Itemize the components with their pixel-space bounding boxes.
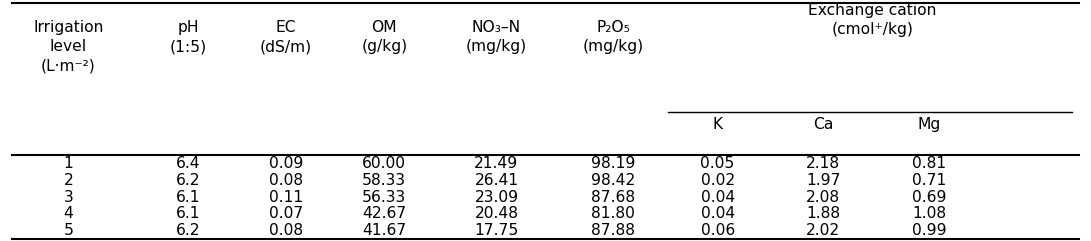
Text: 81.80: 81.80 <box>591 206 635 221</box>
Text: 87.88: 87.88 <box>591 223 635 238</box>
Text: 6.2: 6.2 <box>176 173 201 188</box>
Text: 0.08: 0.08 <box>269 223 303 238</box>
Text: 6.4: 6.4 <box>176 156 201 171</box>
Text: 2.08: 2.08 <box>806 190 840 205</box>
Text: 0.71: 0.71 <box>912 173 946 188</box>
Text: 5: 5 <box>63 223 73 238</box>
Text: Irrigation
level
(L·m⁻²): Irrigation level (L·m⁻²) <box>33 20 104 73</box>
Text: 0.04: 0.04 <box>700 190 734 205</box>
Text: 0.07: 0.07 <box>269 206 303 221</box>
Text: OM
(g/kg): OM (g/kg) <box>361 20 407 54</box>
Text: 0.04: 0.04 <box>700 206 734 221</box>
Text: 56.33: 56.33 <box>362 190 406 205</box>
Text: 6.1: 6.1 <box>176 190 201 205</box>
Text: 23.09: 23.09 <box>475 190 518 205</box>
Text: 0.69: 0.69 <box>912 190 946 205</box>
Text: 21.49: 21.49 <box>475 156 518 171</box>
Text: pH
(1:5): pH (1:5) <box>169 20 206 54</box>
Text: 2.02: 2.02 <box>806 223 840 238</box>
Text: 3: 3 <box>63 190 73 205</box>
Text: 0.06: 0.06 <box>700 223 734 238</box>
Text: 98.19: 98.19 <box>591 156 635 171</box>
Text: 58.33: 58.33 <box>362 173 406 188</box>
Text: 2.18: 2.18 <box>806 156 840 171</box>
Text: 4: 4 <box>63 206 73 221</box>
Text: 1: 1 <box>63 156 73 171</box>
Text: K: K <box>712 117 722 132</box>
Text: 98.42: 98.42 <box>591 173 635 188</box>
Text: 41.67: 41.67 <box>362 223 406 238</box>
Text: 1.97: 1.97 <box>806 173 840 188</box>
Text: 17.75: 17.75 <box>475 223 518 238</box>
Text: 1.88: 1.88 <box>806 206 840 221</box>
Text: Exchange cation
(cmol⁺/kg): Exchange cation (cmol⁺/kg) <box>808 3 937 37</box>
Text: 20.48: 20.48 <box>475 206 518 221</box>
Text: 6.2: 6.2 <box>176 223 201 238</box>
Text: P₂O₅
(mg/kg): P₂O₅ (mg/kg) <box>583 20 644 54</box>
Text: 1.08: 1.08 <box>912 206 946 221</box>
Text: 42.67: 42.67 <box>362 206 406 221</box>
Text: 0.02: 0.02 <box>700 173 734 188</box>
Text: 26.41: 26.41 <box>475 173 518 188</box>
Text: 0.05: 0.05 <box>700 156 735 171</box>
Text: 0.11: 0.11 <box>269 190 303 205</box>
Text: Ca: Ca <box>813 117 834 132</box>
Text: 0.99: 0.99 <box>912 223 946 238</box>
Text: 87.68: 87.68 <box>591 190 635 205</box>
Text: 60.00: 60.00 <box>362 156 406 171</box>
Text: 0.08: 0.08 <box>269 173 303 188</box>
Text: Mg: Mg <box>918 117 940 132</box>
Text: 0.81: 0.81 <box>912 156 946 171</box>
Text: 0.09: 0.09 <box>269 156 303 171</box>
Text: 6.1: 6.1 <box>176 206 201 221</box>
Text: 2: 2 <box>63 173 73 188</box>
Text: EC
(dS/m): EC (dS/m) <box>260 20 312 54</box>
Text: NO₃–N
(mg/kg): NO₃–N (mg/kg) <box>466 20 527 54</box>
